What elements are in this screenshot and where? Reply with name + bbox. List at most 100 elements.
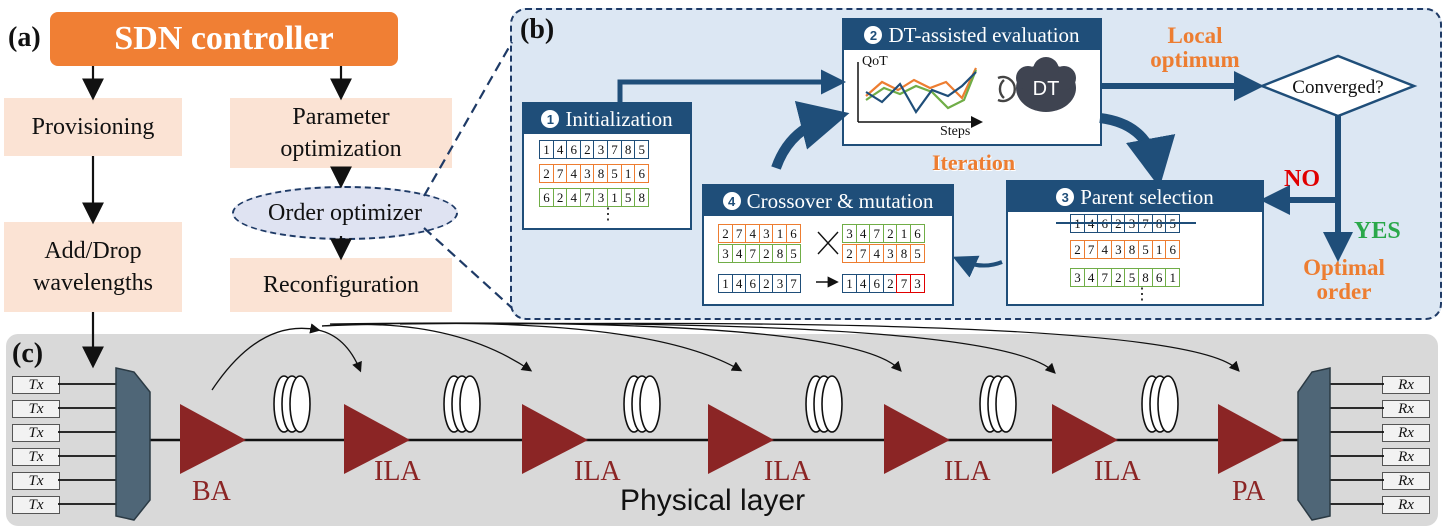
step-4-badge: 4 (722, 192, 741, 210)
fiber-spool-icon (443, 375, 481, 433)
gene-cell: 5 (620, 188, 636, 207)
tx-box: Tx (12, 376, 60, 394)
gene-cell: 5 (786, 244, 802, 263)
gene-cell: 1 (607, 188, 623, 207)
select-ellipsis: ⋮ (1134, 286, 1150, 303)
steps-label: Steps (940, 124, 971, 139)
amplifiers (180, 404, 1284, 474)
local-optimum-line1: Local (1167, 23, 1223, 48)
step-2-badge: 2 (864, 26, 883, 44)
gene-cell: 5 (634, 140, 650, 159)
fiber-spool-icon (1141, 375, 1179, 433)
optimal-order-label: Optimal order (1284, 255, 1404, 304)
tx-box: Tx (12, 400, 60, 418)
refresh-icon (997, 75, 1016, 103)
fiber-spool-icon (273, 375, 311, 433)
demultiplexer (1297, 367, 1331, 521)
zoom-lines (423, 41, 513, 309)
tx-lines (58, 383, 1384, 505)
converged-diamond (1258, 54, 1418, 118)
rx-box: Rx (1382, 496, 1430, 514)
amp-label-ba: BA (192, 476, 231, 507)
init-ellipsis: ⋮ (600, 206, 616, 223)
parent-selection-label: Parent selection (1080, 184, 1214, 209)
panel-a-label: (a) (8, 22, 41, 53)
amplifier-ila (344, 404, 410, 474)
rx-box: Rx (1382, 472, 1430, 490)
initialization-label: Initialization (565, 106, 673, 131)
provisioning-label: Provisioning (31, 113, 155, 140)
gene-cell: 1 (1165, 268, 1181, 287)
amp-label-ila: ILA (1094, 456, 1141, 487)
fiber-spool-icon (623, 375, 661, 433)
fiber-spool-icon (805, 375, 843, 433)
tx-box: Tx (12, 424, 60, 442)
gene-cell: 6 (786, 224, 802, 243)
panel-b-arrows (617, 69, 1353, 278)
add-drop-box: Add/Drop wavelengths (4, 222, 182, 312)
amplifier-pa (1218, 404, 1284, 474)
gene-cell: 6 (1165, 240, 1181, 259)
gene-cell: 5 (1138, 240, 1154, 259)
tx-box: Tx (12, 496, 60, 514)
tx-box: Tx (12, 472, 60, 490)
gene-cell: 3 (593, 140, 609, 159)
order-optimizer-ellipse: Order optimizer (232, 186, 458, 240)
order-optimizer-label: Order optimizer (268, 199, 422, 226)
gene-cell: 3 (910, 274, 926, 293)
gene-cell: 7 (855, 244, 871, 263)
reconfiguration-label: Reconfiguration (263, 271, 419, 298)
panel-b-label: (b) (520, 14, 555, 45)
param-line1: Parameter (292, 103, 390, 130)
gene-cell: 7 (731, 224, 747, 243)
provisioning-box: Provisioning (4, 98, 182, 156)
sdn-controller: SDN controller (50, 12, 398, 66)
fiber-spool-icon (979, 375, 1017, 433)
qot-label: QoT (862, 54, 888, 69)
parameter-optimization-box: Parameter optimization (230, 98, 452, 168)
iteration-label: Iteration (932, 150, 1016, 175)
amp-label-ila: ILA (764, 456, 811, 487)
dt-label: DT (1033, 78, 1060, 100)
panel-a-arrows (82, 66, 352, 369)
gene-cell: 5 (910, 244, 926, 263)
amplifier-ba (180, 404, 246, 474)
amp-label-ila: ILA (944, 456, 991, 487)
rx-box: Rx (1382, 448, 1430, 466)
add-drop-line2: wavelengths (33, 270, 153, 296)
gene-cell: 7 (786, 274, 802, 293)
rx-box: Rx (1382, 424, 1430, 442)
evaluation-title: 2 DT-assisted evaluation (844, 20, 1100, 50)
add-drop-line1: Add/Drop (44, 237, 142, 264)
gene-cell: 6 (910, 224, 926, 243)
gene-cell: 4 (731, 244, 747, 263)
multiplexer (115, 367, 151, 521)
reconfiguration-box: Reconfiguration (230, 258, 452, 312)
gene-cell: 8 (634, 188, 650, 207)
amplifier-ila (884, 404, 950, 474)
control-arcs (211, 322, 1240, 391)
evaluation-label: DT-assisted evaluation (888, 22, 1080, 47)
crossover-x (817, 231, 839, 255)
gene-cell: 3 (718, 244, 733, 263)
tx-box: Tx (12, 448, 60, 466)
amplifier-ila (1052, 404, 1118, 474)
local-optimum-label: Local optimum (1132, 23, 1258, 72)
amp-label-ila: ILA (374, 456, 421, 487)
physical-layer-label: Physical layer (620, 484, 806, 517)
no-label: NO (1284, 166, 1320, 192)
step-1-badge: 1 (541, 110, 560, 128)
qot-mini-chart (857, 62, 983, 128)
converged-label: Converged? (1292, 77, 1383, 98)
fiber-spools (273, 375, 1179, 433)
amplifier-ila (708, 404, 774, 474)
gene-cell: 6 (634, 164, 650, 183)
